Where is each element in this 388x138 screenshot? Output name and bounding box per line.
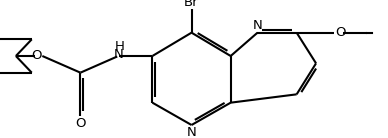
- Text: N: N: [253, 19, 262, 32]
- Text: H: H: [115, 40, 125, 53]
- Text: N: N: [114, 48, 124, 62]
- Text: O: O: [75, 117, 86, 130]
- Text: N: N: [187, 125, 196, 138]
- Text: O: O: [31, 49, 42, 62]
- Text: O: O: [335, 26, 345, 39]
- Text: Br: Br: [184, 0, 199, 9]
